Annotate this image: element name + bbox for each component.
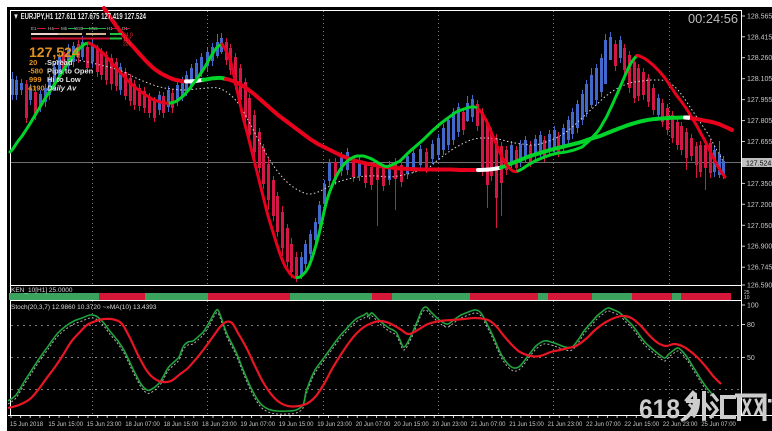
svg-text:H4: H4 <box>48 26 54 31</box>
svg-text:W30: W30 <box>74 26 84 31</box>
svg-text:20 Jun 15:00: 20 Jun 15:00 <box>394 422 429 428</box>
svg-text:25: 25 <box>744 290 750 296</box>
svg-text:Stoch(20,3,7) 12.9860 10.3720: Stoch(20,3,7) 12.9860 10.3720 ~»MA(10) 1… <box>11 304 157 311</box>
svg-text:KEN_10[H1] 25.0000: KEN_10[H1] 25.0000 <box>11 287 73 294</box>
svg-text:128.260: 128.260 <box>747 55 772 62</box>
svg-text:80: 80 <box>747 322 755 329</box>
svg-text:18 Jun 07:00: 18 Jun 07:00 <box>125 422 160 428</box>
svg-text:100: 100 <box>747 303 759 310</box>
svg-text:128.565: 128.565 <box>747 14 772 21</box>
svg-text:-580: -580 <box>28 67 43 76</box>
svg-text:127,524: 127,524 <box>29 44 80 60</box>
svg-text:Daily Av: Daily Av <box>47 84 77 93</box>
svg-text:15 Jun 15:00: 15 Jun 15:00 <box>48 422 83 428</box>
svg-text:M5: M5 <box>61 26 68 31</box>
svg-text:15 Jun 23:00: 15 Jun 23:00 <box>87 422 122 428</box>
svg-text:126.900: 126.900 <box>747 244 772 251</box>
svg-text:▼ EURJPY,H1 127.611 127.675 1: ▼ EURJPY,H1 127.611 127.675 127.419 127.… <box>13 12 146 21</box>
svg-text:21 Jun 23:00: 21 Jun 23:00 <box>548 422 583 428</box>
svg-text:127.350: 127.350 <box>747 181 772 188</box>
svg-text:Pips to Open: Pips to Open <box>47 67 94 76</box>
svg-text:618: 618 <box>639 394 680 424</box>
svg-text:18 Jun 23:00: 18 Jun 23:00 <box>202 422 237 428</box>
svg-text:128.105: 128.105 <box>747 76 772 83</box>
svg-text:126.745: 126.745 <box>747 265 772 272</box>
svg-text:25 Jun 07:00: 25 Jun 07:00 <box>701 422 736 428</box>
svg-text:50: 50 <box>747 355 755 362</box>
svg-text:127.955: 127.955 <box>747 97 772 104</box>
svg-text:126.590: 126.590 <box>747 283 772 290</box>
svg-text:22 Jun 07:00: 22 Jun 07:00 <box>586 422 621 428</box>
svg-text:19 Jun 23:00: 19 Jun 23:00 <box>317 422 352 428</box>
svg-text:10: 10 <box>744 295 750 301</box>
svg-text:H1: H1 <box>107 26 113 31</box>
svg-text:128.415: 128.415 <box>747 34 772 41</box>
svg-text:127.200: 127.200 <box>747 202 772 209</box>
svg-text:22 Jun 23:00: 22 Jun 23:00 <box>663 422 698 428</box>
svg-text:20: 20 <box>29 58 37 67</box>
svg-text:20 Jun 07:00: 20 Jun 07:00 <box>356 422 391 428</box>
svg-text:Hi to Low: Hi to Low <box>47 75 81 84</box>
svg-text:226: 226 <box>123 42 132 48</box>
svg-text:00:24:56: 00:24:56 <box>688 11 738 26</box>
svg-text:117: 117 <box>123 37 131 43</box>
svg-text:21 Jun 07:00: 21 Jun 07:00 <box>471 422 506 428</box>
svg-text:4190: 4190 <box>28 84 45 93</box>
svg-text:Spread: Spread <box>47 58 73 67</box>
svg-text:127.655: 127.655 <box>747 139 772 146</box>
svg-text:127.524: 127.524 <box>746 161 771 168</box>
svg-text:19 Jun 15:00: 19 Jun 15:00 <box>279 422 314 428</box>
svg-text:22 Jun 15:00: 22 Jun 15:00 <box>624 422 659 428</box>
svg-text:999: 999 <box>29 75 42 84</box>
svg-text:20 Jun 23:00: 20 Jun 23:00 <box>432 422 467 428</box>
svg-text:127.050: 127.050 <box>747 223 772 230</box>
svg-text:18 Jun 15:00: 18 Jun 15:00 <box>164 422 199 428</box>
svg-text:E1: E1 <box>31 26 37 31</box>
svg-text:19 Jun 07:00: 19 Jun 07:00 <box>240 422 275 428</box>
svg-text:34.0: 34.0 <box>123 33 133 39</box>
svg-text:15 Jun 2018: 15 Jun 2018 <box>10 422 44 428</box>
svg-text:21 Jun 15:00: 21 Jun 15:00 <box>509 422 544 428</box>
svg-text:127.805: 127.805 <box>747 118 772 125</box>
